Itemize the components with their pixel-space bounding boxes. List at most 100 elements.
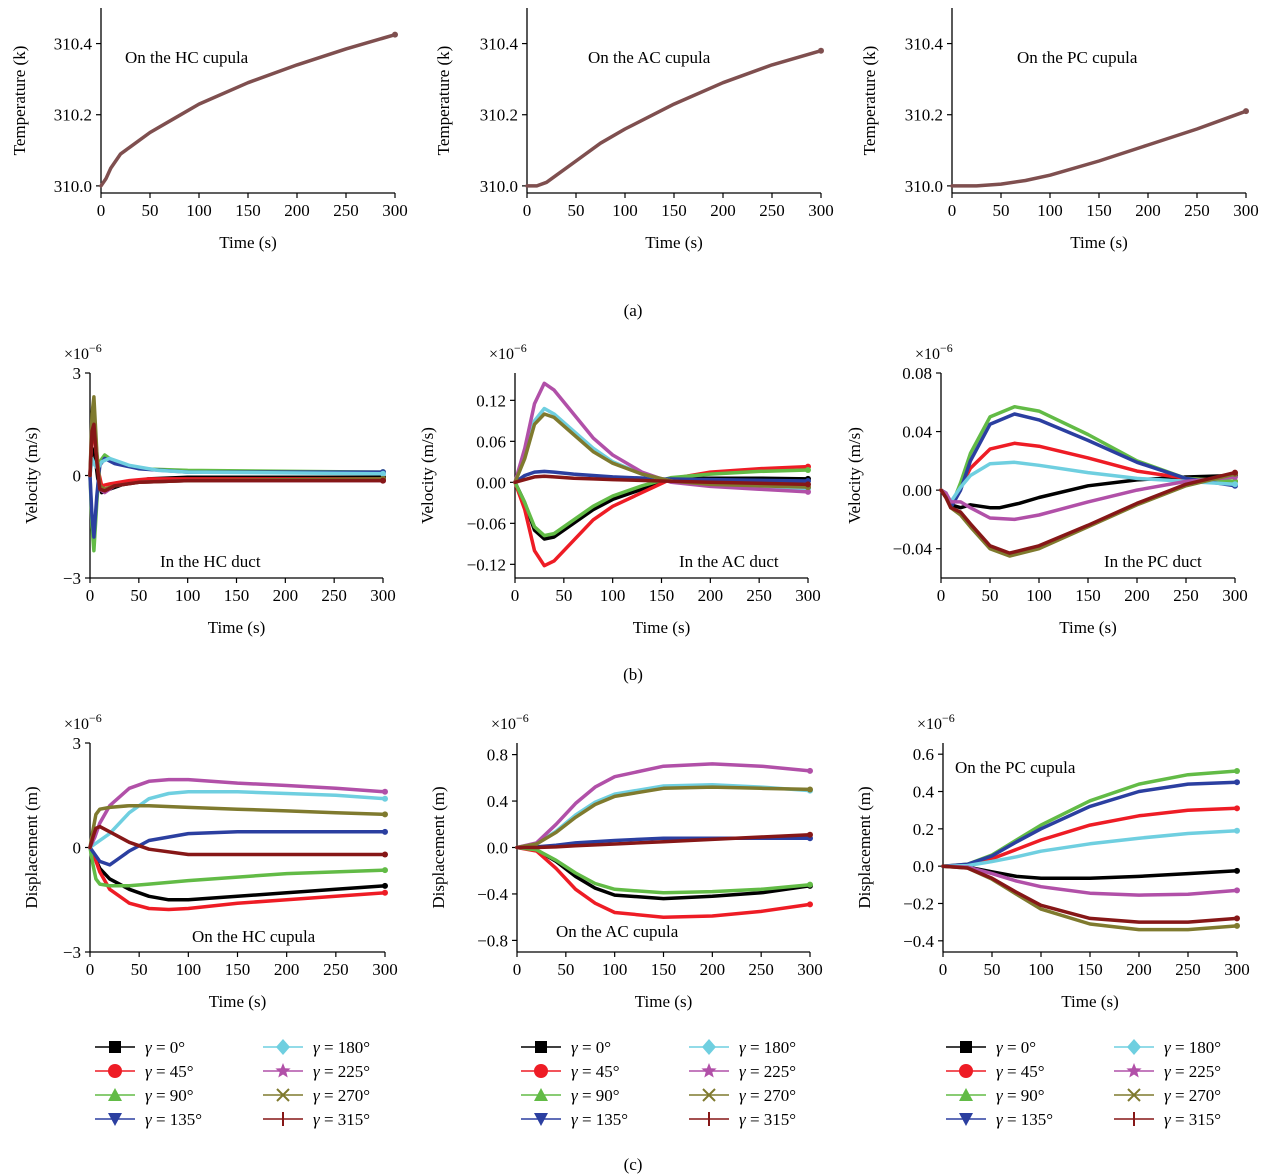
chart-a1: 0 50 100 150 200 250 300 310.0 310.2 310.4 Time (s…	[10, 8, 408, 252]
x-tick-label: 250	[321, 586, 347, 605]
x-axis-label: Time (s)	[208, 618, 265, 637]
legend-label: γ = 90°	[571, 1086, 620, 1105]
legend-label: γ = 45°	[145, 1062, 194, 1081]
legend-marker-circle	[959, 1064, 973, 1078]
series-end-marker	[1232, 481, 1238, 488]
legend-item-gamma-90: γ = 90°	[95, 1086, 194, 1105]
series-end-marker	[382, 795, 388, 802]
legend-label: γ = 0°	[996, 1038, 1036, 1057]
legend-item-gamma-315: γ = 315°	[263, 1110, 370, 1129]
legend-item-gamma-0: γ = 0°	[95, 1038, 185, 1057]
series-line-gamma-135	[941, 780, 1239, 868]
legend-label: γ = 225°	[739, 1062, 796, 1081]
legend-item-gamma-180: γ = 180°	[689, 1038, 796, 1057]
x-tick-label: 0	[511, 586, 520, 605]
series-end-marker	[1234, 805, 1240, 812]
series-end-marker	[382, 811, 388, 818]
x-tick-label: 0	[97, 201, 106, 220]
x-axis-label: Time (s)	[1059, 618, 1116, 637]
series-end-marker	[1234, 767, 1240, 774]
series-line-gamma-225	[515, 762, 812, 850]
x-tick-label: 100	[1028, 960, 1054, 979]
x-tick-label: 300	[797, 960, 823, 979]
series-line-gamma-225	[939, 475, 1237, 522]
x-tick-label: 300	[808, 201, 834, 220]
legend-item-gamma-45: γ = 45°	[946, 1062, 1045, 1081]
x-axis-label: Time (s)	[1070, 233, 1127, 252]
series-end-marker	[1234, 867, 1240, 874]
x-tick-label: 0	[86, 586, 95, 605]
series-line-gamma-135	[88, 830, 387, 867]
legend-marker-square	[109, 1041, 121, 1053]
y-tick-label: 0.08	[902, 364, 932, 383]
x-tick-label: 50	[557, 960, 574, 979]
chart-annotation: In the HC duct	[160, 552, 261, 571]
y-tick-label: 310.0	[480, 177, 518, 196]
legend-2: γ = 0° γ = 45° γ = 90° γ = 135° γ = 180° γ = …	[521, 1038, 796, 1129]
chart-b2: 0 50 100 150 200 250 300 −0.12 −0.06 0.00 0.06 0.12…	[418, 341, 821, 637]
x-tick-label: 200	[700, 960, 726, 979]
y-tick-label: −3	[63, 569, 81, 588]
legend-label: γ = 180°	[1164, 1038, 1221, 1057]
x-axis-label: Time (s)	[635, 992, 692, 1011]
y-tick-label: 310.0	[54, 177, 92, 196]
series-line-temperature	[525, 48, 823, 188]
y-tick-label: 310.4	[54, 35, 93, 54]
y-tick-label: 310.4	[480, 35, 519, 54]
legend-marker-star	[701, 1063, 717, 1078]
chart-c2: 0 50 100 150 200 250 300 −0.8 −0.4 0.0 0.4 0.8 Time …	[429, 711, 823, 1011]
x-tick-label: 300	[1224, 960, 1250, 979]
x-tick-label: 50	[993, 201, 1010, 220]
x-tick-label: 200	[710, 201, 736, 220]
legend-label: γ = 225°	[1164, 1062, 1221, 1081]
series-end-marker	[380, 477, 386, 484]
legend-item-gamma-180: γ = 180°	[263, 1038, 370, 1057]
x-tick-label: 300	[382, 201, 408, 220]
series-end-marker	[380, 470, 386, 477]
legend-marker-square	[960, 1041, 972, 1053]
series-end-marker	[1234, 915, 1240, 922]
y-axis-label: Velocity (m/s)	[418, 427, 437, 524]
legend-label: γ = 315°	[1164, 1110, 1221, 1129]
x-tick-label: 250	[323, 960, 349, 979]
series-line-gamma-180	[941, 828, 1239, 868]
axis-multiplier: ×10−6	[489, 341, 527, 363]
y-tick-label: 3	[73, 364, 82, 383]
legend-item-gamma-315: γ = 315°	[689, 1110, 796, 1129]
x-tick-label: 50	[555, 586, 572, 605]
legend-label: γ = 315°	[313, 1110, 370, 1129]
series-end-marker	[382, 867, 388, 874]
legend-label: γ = 270°	[739, 1086, 796, 1105]
x-tick-label: 100	[600, 586, 626, 605]
x-tick-label: 250	[1175, 960, 1201, 979]
legend-item-gamma-225: γ = 225°	[1114, 1062, 1221, 1081]
legend-label: γ = 90°	[996, 1086, 1045, 1105]
legend-item-gamma-315: γ = 315°	[1114, 1110, 1221, 1129]
legend-label: γ = 45°	[571, 1062, 620, 1081]
chart-annotation: On the HC cupula	[192, 927, 316, 946]
x-tick-label: 150	[225, 960, 251, 979]
series-end-marker	[805, 488, 811, 495]
x-tick-label: 250	[1173, 586, 1199, 605]
series-line-gamma-270	[88, 803, 387, 850]
panel-label-b: (b)	[623, 665, 643, 684]
legend-marker-diamond	[702, 1039, 716, 1055]
series-line-gamma-90	[88, 845, 387, 888]
x-tick-label: 0	[513, 960, 522, 979]
legend-item-gamma-225: γ = 225°	[689, 1062, 796, 1081]
y-tick-label: 0	[73, 839, 82, 858]
legend-item-gamma-90: γ = 90°	[946, 1086, 1045, 1105]
series-end-marker	[805, 481, 811, 488]
legend-marker-x	[1127, 1088, 1141, 1102]
x-tick-label: 100	[186, 201, 212, 220]
legend-marker-square	[535, 1041, 547, 1053]
y-tick-label: 0.6	[913, 745, 934, 764]
series-line-gamma-225	[513, 381, 810, 494]
series-line-gamma-315	[939, 470, 1237, 555]
y-tick-label: 0.04	[902, 423, 932, 442]
x-tick-label: 150	[1077, 960, 1103, 979]
x-tick-label: 250	[1184, 201, 1210, 220]
x-tick-label: 300	[372, 960, 398, 979]
legend-label: γ = 180°	[313, 1038, 370, 1057]
x-tick-label: 0	[523, 201, 532, 220]
